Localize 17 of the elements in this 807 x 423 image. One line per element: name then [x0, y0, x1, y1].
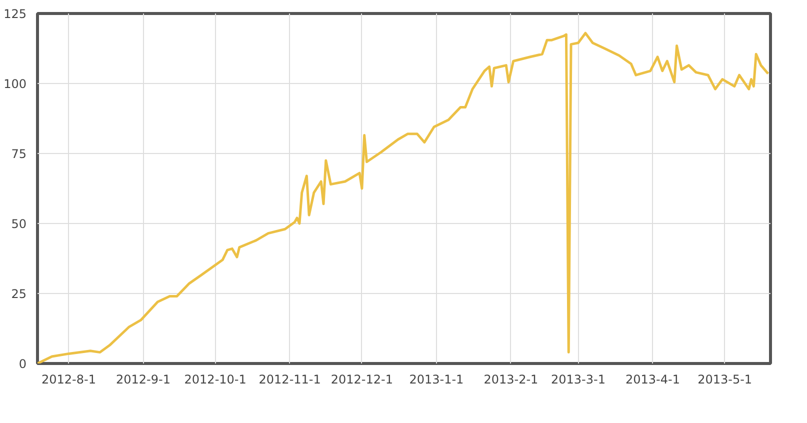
- x-tick-label: 2013-4-1: [626, 372, 680, 386]
- y-tick-label: 125: [4, 7, 26, 21]
- y-tick-label: 100: [4, 77, 26, 91]
- x-tick-label: 2013-2-1: [484, 372, 538, 386]
- x-tick-label: 2012-12-1: [330, 372, 393, 386]
- y-tick-label: 50: [11, 217, 27, 231]
- x-tick-label: 2012-9-1: [116, 372, 170, 386]
- y-tick-label: 75: [11, 147, 27, 161]
- line-series: [38, 32, 770, 364]
- x-tick-label: 2013-5-1: [698, 372, 752, 386]
- y-tick-label: 25: [11, 287, 27, 301]
- y-tick-label: 0: [18, 357, 27, 371]
- x-tick-label: 2012-11-1: [258, 372, 321, 386]
- x-tick-label: 2012-10-1: [184, 372, 246, 386]
- x-tick-label: 2012-8-1: [42, 372, 96, 386]
- x-tick-label: 2013-3-1: [551, 372, 606, 386]
- x-tick-label: 2013-1-1: [409, 372, 464, 386]
